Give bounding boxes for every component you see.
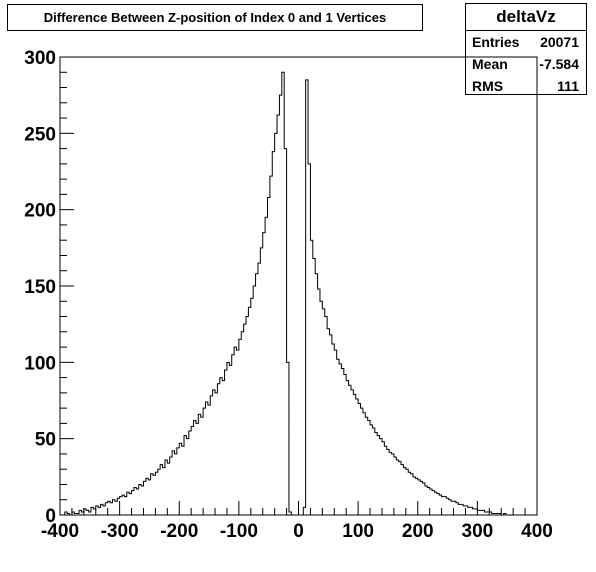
y-tick-label: 100: [24, 353, 56, 374]
y-tick-label: 50: [35, 430, 56, 451]
histogram-series: [60, 71, 537, 516]
x-tick-label: 200: [402, 521, 434, 542]
x-tick-label: -300: [101, 521, 139, 542]
y-tick-label: 250: [24, 124, 56, 145]
y-tick-label: 200: [24, 201, 56, 222]
plot-frame: [59, 56, 538, 516]
stats-label: Mean: [472, 56, 508, 72]
y-tick-label: 150: [24, 277, 56, 298]
stats-value: -7.584: [539, 56, 579, 72]
chart-title: Difference Between Z-position of Index 0…: [7, 4, 423, 31]
stats-value: 111: [557, 78, 579, 94]
x-tick-label: -200: [160, 521, 198, 542]
x-tick-label: -400: [41, 521, 79, 542]
x-tick-label: 400: [521, 521, 553, 542]
stats-value: 20071: [540, 34, 579, 50]
stats-row-rms: RMS 111: [466, 75, 586, 97]
x-tick-label: 100: [342, 521, 374, 542]
stats-label: Entries: [472, 34, 520, 50]
x-tick-label: 0: [293, 521, 304, 542]
stats-row-mean: Mean -7.584: [466, 53, 586, 75]
y-tick-label: 300: [24, 48, 56, 69]
x-tick-label: -100: [220, 521, 258, 542]
stats-box: deltaVz Entries 20071 Mean -7.584 RMS 11…: [465, 3, 587, 95]
stats-label: RMS: [472, 78, 504, 94]
stats-row-entries: Entries 20071: [466, 31, 586, 53]
x-tick-label: 300: [462, 521, 494, 542]
stats-title: deltaVz: [466, 4, 586, 31]
y-tick-label: 0: [45, 506, 56, 527]
